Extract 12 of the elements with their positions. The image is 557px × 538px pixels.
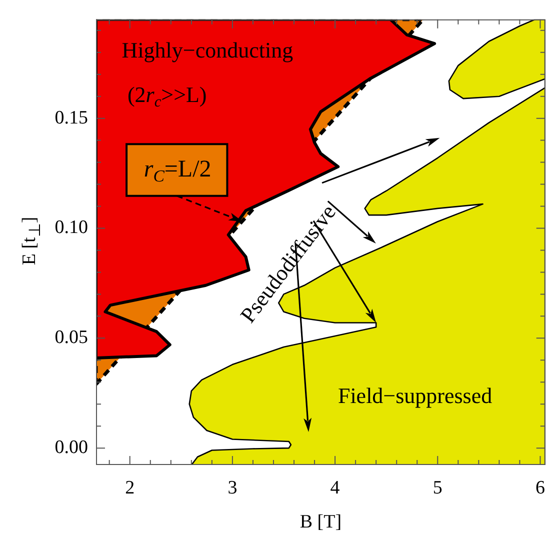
x-tick-label: 6	[535, 477, 545, 498]
x-axis-title: B [T]	[300, 512, 342, 533]
annotation: Highly−conducting	[122, 37, 294, 62]
y-tick-label: 0.15	[54, 107, 88, 128]
x-tick-label: 5	[432, 477, 442, 498]
x-tick-label: 3	[228, 477, 238, 498]
x-tick-label: 4	[330, 477, 340, 498]
x-tick-label: 2	[125, 477, 135, 498]
y-tick-label: 0.00	[54, 437, 88, 458]
annotation: Field−suppressed	[338, 383, 492, 408]
y-tick-label: 0.10	[54, 217, 88, 238]
y-tick-label: 0.05	[54, 327, 88, 348]
